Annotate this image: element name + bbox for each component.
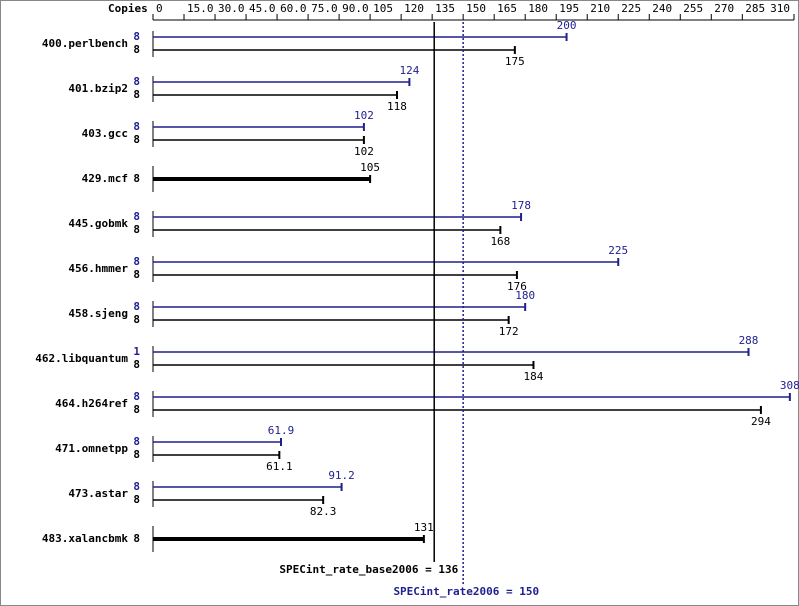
value-label: 225 bbox=[608, 244, 628, 257]
x-tick-label: 135 bbox=[435, 2, 455, 15]
copies-label: 1 bbox=[133, 345, 140, 358]
x-tick-label: 270 bbox=[714, 2, 734, 15]
benchmark-label: 456.hmmer bbox=[68, 262, 128, 275]
value-label: 175 bbox=[505, 55, 525, 68]
copies-label: 8 bbox=[133, 223, 140, 236]
copies-label: 8 bbox=[133, 210, 140, 223]
x-tick-label: 30.0 bbox=[218, 2, 245, 15]
value-label: 184 bbox=[524, 370, 544, 383]
benchmark-label: 471.omnetpp bbox=[55, 442, 128, 455]
copies-label: 8 bbox=[133, 43, 140, 56]
x-tick-label: 195 bbox=[559, 2, 579, 15]
value-label: 91.2 bbox=[328, 469, 355, 482]
x-tick-label: 310 bbox=[770, 2, 790, 15]
value-label: 176 bbox=[507, 280, 527, 293]
benchmark-label: 445.gobmk bbox=[68, 217, 128, 230]
x-tick-label: 180 bbox=[528, 2, 548, 15]
copies-label: 8 bbox=[133, 30, 140, 43]
value-label: 180 bbox=[515, 289, 535, 302]
copies-label: 8 bbox=[133, 133, 140, 146]
value-label: 105 bbox=[360, 161, 380, 174]
copies-label: 8 bbox=[133, 435, 140, 448]
copies-label: 8 bbox=[133, 255, 140, 268]
x-tick-label: 120 bbox=[404, 2, 424, 15]
reference-label: SPECint_rate2006 = 150 bbox=[393, 585, 539, 598]
copies-label: 8 bbox=[133, 493, 140, 506]
reference-label-text: SPECint_rate2006 = bbox=[393, 585, 513, 598]
copies-label: 8 bbox=[133, 172, 140, 185]
value-label: 172 bbox=[499, 325, 519, 338]
copies-label: 8 bbox=[133, 88, 140, 101]
reference-value: 136 bbox=[438, 563, 458, 576]
benchmark-label: 462.libquantum bbox=[35, 352, 128, 365]
benchmark-label: 400.perlbench bbox=[42, 37, 128, 50]
benchmark-label: 429.mcf bbox=[82, 172, 128, 185]
benchmark-label: 458.sjeng bbox=[68, 307, 128, 320]
x-tick-label: 60.0 bbox=[280, 2, 307, 15]
x-tick-label: 15.0 bbox=[187, 2, 214, 15]
benchmark-label: 464.h264ref bbox=[55, 397, 128, 410]
value-label: 288 bbox=[739, 334, 759, 347]
x-tick-label: 90.0 bbox=[342, 2, 369, 15]
copies-label: 8 bbox=[133, 75, 140, 88]
copies-label: Copies bbox=[108, 2, 148, 15]
value-label: 82.3 bbox=[310, 505, 337, 518]
value-label: 178 bbox=[511, 199, 531, 212]
value-label: 200 bbox=[557, 19, 577, 32]
value-label: 102 bbox=[354, 109, 374, 122]
x-tick-label: 240 bbox=[652, 2, 672, 15]
copies-label: 8 bbox=[133, 448, 140, 461]
copies-label: 8 bbox=[133, 358, 140, 371]
copies-label: 8 bbox=[133, 390, 140, 403]
x-tick-label: 45.0 bbox=[249, 2, 276, 15]
copies-label: 8 bbox=[133, 268, 140, 281]
benchmark-label: 473.astar bbox=[68, 487, 128, 500]
value-label: 61.1 bbox=[266, 460, 293, 473]
reference-label-text: SPECint_rate_base2006 = bbox=[279, 563, 432, 576]
value-label: 294 bbox=[751, 415, 771, 428]
copies-label: 8 bbox=[133, 120, 140, 133]
benchmark-label: 403.gcc bbox=[82, 127, 128, 140]
copies-label: 8 bbox=[133, 532, 140, 545]
x-tick-label: 165 bbox=[497, 2, 517, 15]
copies-label: 8 bbox=[133, 403, 140, 416]
copies-label: 8 bbox=[133, 300, 140, 313]
copies-label: 8 bbox=[133, 480, 140, 493]
value-label: 124 bbox=[399, 64, 419, 77]
x-tick-label: 150 bbox=[466, 2, 486, 15]
x-tick-label: 75.0 bbox=[311, 2, 338, 15]
benchmark-label: 483.xalancbmk bbox=[42, 532, 128, 545]
x-tick-label: 255 bbox=[683, 2, 703, 15]
benchmark-label: 401.bzip2 bbox=[68, 82, 128, 95]
x-tick-label: 0 bbox=[156, 2, 163, 15]
reference-label: SPECint_rate_base2006 = 136 bbox=[279, 563, 458, 576]
value-label: 61.9 bbox=[268, 424, 295, 437]
value-label: 308 bbox=[780, 379, 799, 392]
copies-label: 8 bbox=[133, 313, 140, 326]
value-label: 131 bbox=[414, 521, 434, 534]
x-tick-label: 225 bbox=[621, 2, 641, 15]
value-label: 102 bbox=[354, 145, 374, 158]
value-label: 168 bbox=[490, 235, 510, 248]
value-label: 118 bbox=[387, 100, 407, 113]
reference-value: 150 bbox=[519, 585, 539, 598]
x-tick-label: 210 bbox=[590, 2, 610, 15]
x-tick-label: 105 bbox=[373, 2, 393, 15]
x-tick-label: 285 bbox=[745, 2, 765, 15]
